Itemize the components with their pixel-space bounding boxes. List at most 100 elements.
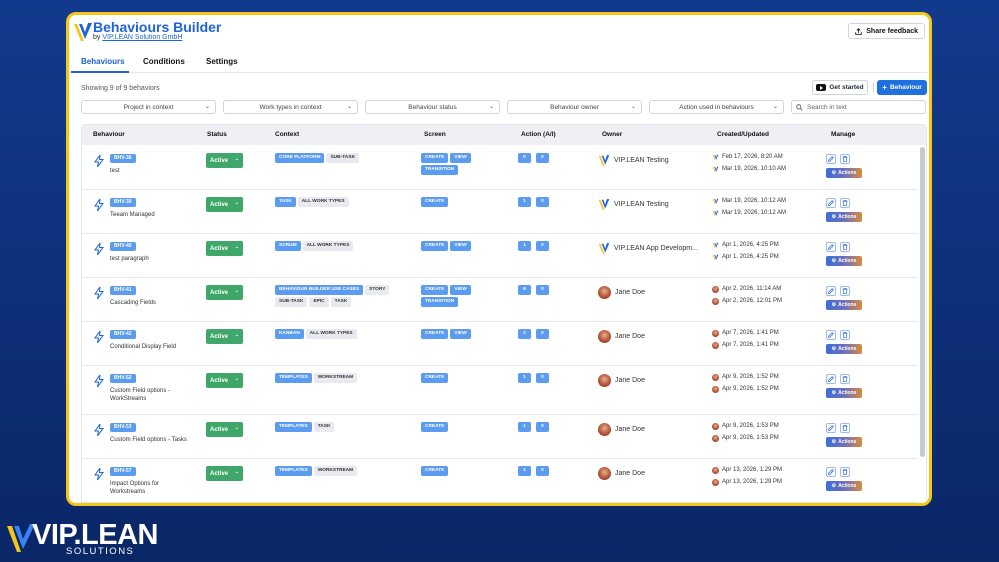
delete-button[interactable] [840, 242, 850, 252]
gear-icon: ⚙ [831, 483, 837, 489]
owner: VIP.LEAN Testing [598, 154, 669, 167]
trash-icon [842, 425, 848, 431]
behaviour-key[interactable]: BHV-52 [110, 374, 136, 383]
edit-button[interactable] [826, 242, 836, 252]
status-label: Active [210, 289, 229, 296]
context-chip: SCRUM [275, 241, 301, 251]
edit-button[interactable] [826, 330, 836, 340]
add-behaviour-button[interactable]: + Behaviour [877, 80, 927, 95]
column-header: Behaviour [93, 131, 125, 138]
filter-label: Behaviour owner [550, 103, 599, 111]
owner: Jane Doe [598, 286, 645, 299]
filter-label: Project in context [123, 103, 174, 111]
actions-label: Actions [838, 390, 857, 396]
table-row[interactable]: BHV-38 test Active ⌄ CORE PLATFORM SUB-TASK CR… [82, 146, 918, 190]
context-chip: KANBAN [275, 329, 304, 339]
actions-button[interactable]: ⚙ Actions [826, 481, 862, 491]
edit-icon [828, 288, 834, 294]
youtube-icon [816, 84, 827, 91]
status-dropdown[interactable]: Active ⌄ [206, 241, 243, 256]
status-dropdown[interactable]: Active ⌄ [206, 285, 243, 300]
behaviour-key[interactable]: BHV-53 [110, 423, 136, 432]
table-row[interactable]: BHV-40 test paragraph Active ⌄ SCRUM ALL WORK… [82, 234, 918, 278]
chevron-down-icon: ⌄ [234, 469, 239, 475]
edit-button[interactable] [826, 374, 836, 384]
table-row[interactable]: BHV-42 Conditional Display Field Active ⌄ KA… [82, 322, 918, 366]
app-header: Behaviours Builder by VIP.LEAN Solution … [69, 15, 929, 51]
screen-chip: CREATE [421, 422, 449, 432]
behaviour-key[interactable]: BHV-39 [110, 198, 136, 207]
table-row[interactable]: BHV-53 Custom Field options - Tasks Active… [82, 415, 918, 459]
edit-button[interactable] [826, 154, 836, 164]
delete-button[interactable] [840, 198, 850, 208]
inaction-count: 0 [536, 329, 549, 339]
search-input[interactable]: Search in text [791, 100, 926, 114]
actions-button[interactable]: ⚙ Actions [826, 437, 862, 447]
actions-button[interactable]: ⚙ Actions [826, 212, 862, 222]
tab-conditions[interactable]: Conditions [143, 57, 185, 66]
updated-line: Apr 2, 2026, 12:01 PM [712, 295, 782, 307]
updated-date: Apr 9, 2026, 1:52 PM [722, 386, 779, 392]
actions-button[interactable]: ⚙ Actions [826, 344, 862, 354]
company-link[interactable]: VIP.LEAN Solution GmbH [102, 34, 183, 41]
filter-label: Action used in behaviours [679, 103, 754, 111]
behaviour-key[interactable]: BHV-57 [110, 467, 136, 476]
column-header: Action (A/I) [521, 131, 556, 138]
status-dropdown[interactable]: Active ⌄ [206, 153, 243, 168]
table-row[interactable]: BHV-52 Custom Field options - WorkStreams… [82, 366, 918, 415]
trash-icon [842, 200, 848, 206]
behaviour-key[interactable]: BHV-41 [110, 286, 136, 295]
context-chip: TASK [275, 197, 296, 207]
filter-work-types[interactable]: Work types in context ⌄ [223, 100, 358, 114]
filter-project[interactable]: Project in context ⌄ [81, 100, 216, 114]
bolt-icon [94, 468, 104, 480]
actions-button[interactable]: ⚙ Actions [826, 388, 862, 398]
tab-behaviours[interactable]: Behaviours [81, 57, 125, 66]
edit-button[interactable] [826, 467, 836, 477]
updated-line: Apr 1, 2026, 4:25 PM [712, 251, 779, 263]
status-dropdown[interactable]: Active ⌄ [206, 466, 243, 481]
edit-icon [828, 469, 834, 475]
status-dropdown[interactable]: Active ⌄ [206, 422, 243, 437]
actions-button[interactable]: ⚙ Actions [826, 300, 862, 310]
context-chips: TEMPLATES WORKSTREAM [275, 373, 410, 383]
filter-owner[interactable]: Behaviour owner ⌄ [507, 100, 642, 114]
owner: VIP.LEAN App Developm... [598, 242, 698, 255]
status-dropdown[interactable]: Active ⌄ [206, 329, 243, 344]
table-row[interactable]: BHV-57 Impact Options for Workstreams Acti… [82, 459, 918, 503]
status-dropdown[interactable]: Active ⌄ [206, 373, 243, 388]
delete-button[interactable] [840, 154, 850, 164]
actions-button[interactable]: ⚙ Actions [826, 168, 862, 178]
context-chip: TEMPLATES [275, 466, 312, 476]
tab-settings[interactable]: Settings [206, 57, 238, 66]
inaction-count: 0 [536, 153, 549, 163]
app-byline: by VIP.LEAN Solution GmbH [93, 34, 182, 41]
delete-button[interactable] [840, 374, 850, 384]
actions-button[interactable]: ⚙ Actions [826, 256, 862, 266]
delete-button[interactable] [840, 423, 850, 433]
edit-button[interactable] [826, 423, 836, 433]
table-scrollbar[interactable] [920, 147, 925, 457]
delete-button[interactable] [840, 286, 850, 296]
get-started-button[interactable]: Get started [812, 80, 868, 95]
chevron-down-icon: ⌄ [488, 104, 494, 110]
filter-action[interactable]: Action used in behaviours ⌄ [649, 100, 784, 114]
table-row[interactable]: BHV-39 Teeam Managed Active ⌄ TASK ALL WORK T… [82, 190, 918, 234]
updated-date: Apr 1, 2026, 4:25 PM [722, 254, 779, 260]
delete-button[interactable] [840, 330, 850, 340]
behaviour-key[interactable]: BHV-38 [110, 154, 136, 163]
share-feedback-button[interactable]: Share feedback [848, 23, 925, 39]
behaviour-name: Impact Options for Workstreams [110, 481, 160, 495]
manage-cell: ⚙ Actions [826, 286, 862, 310]
filter-status[interactable]: Behaviour status ⌄ [365, 100, 500, 114]
edit-button[interactable] [826, 198, 836, 208]
delete-button[interactable] [840, 467, 850, 477]
behaviour-key[interactable]: BHV-42 [110, 330, 136, 339]
behaviour-key[interactable]: BHV-40 [110, 242, 136, 251]
table-row[interactable]: BHV-41 Cascading Fields Active ⌄ BEHAVIOUR B… [82, 278, 918, 322]
behaviour-name: Custom Field options - Tasks [110, 437, 187, 443]
owner-name: VIP.LEAN Testing [614, 201, 669, 208]
edit-button[interactable] [826, 286, 836, 296]
status-dropdown[interactable]: Active ⌄ [206, 197, 243, 212]
actions-label: Actions [838, 170, 857, 176]
